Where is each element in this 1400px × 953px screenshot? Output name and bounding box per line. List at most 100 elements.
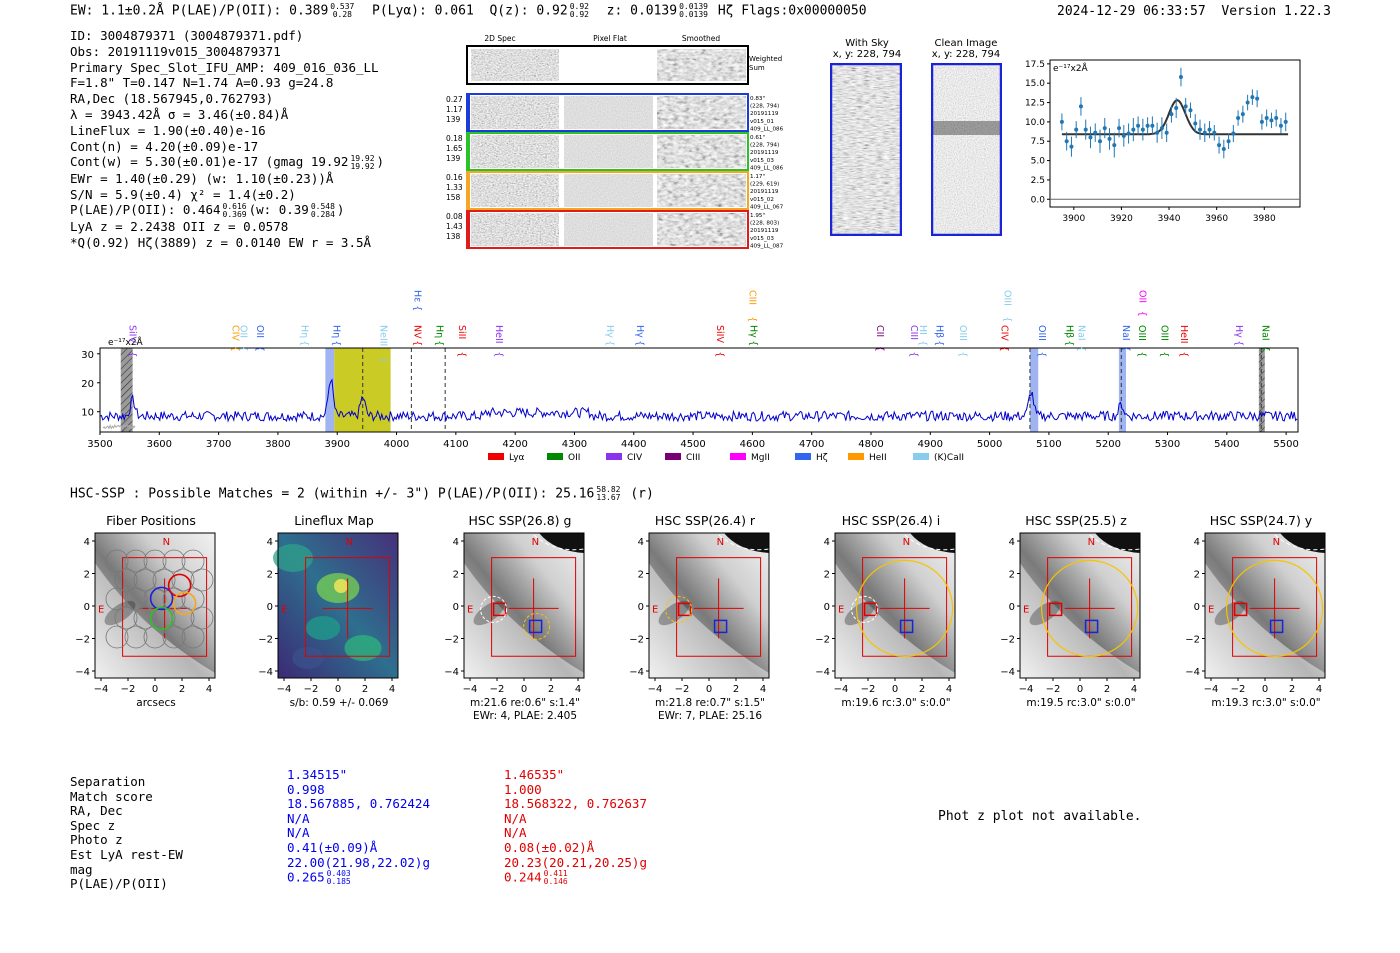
hsc-panel-5-photometry-aperture: [1040, 559, 1139, 658]
hsc-panel-0: N E 4 −4 2 −2 0 0 −2 2 −4 4: [75, 532, 216, 695]
hsc-panel-6-xtick-label-1: −2: [1231, 684, 1246, 695]
match-blue-values: 1.34515" 0.998 18.567885, 0.762424 N/A N/A 0.…: [287, 767, 430, 886]
spectrum-sky-trace: [102, 423, 136, 430]
hsc-panel-4-galaxy-shade: [835, 563, 955, 678]
spec2d-row-1-stat-2: 139: [446, 154, 461, 163]
hsc-panel-3-red-match: [677, 602, 692, 617]
spectrum-trace: [99, 378, 1298, 423]
hsc-panel-6-xtick-label-3: 2: [1289, 684, 1295, 695]
match-blue-1: 0.998: [287, 782, 430, 798]
spectrum-line-label-0: SiIV: [127, 325, 138, 343]
fiber-4-2: [143, 625, 167, 649]
spectrum-ytick-label-2: 30: [81, 350, 94, 361]
spectrum-line-brace-30: {: [1159, 351, 1170, 357]
summary-header: EW: 1.1±0.2Å P(LAE)/P(OII): 0.389 0.537 0.…: [70, 3, 867, 19]
hsc-panel-0-ytick-label-0: 4: [84, 537, 90, 548]
spectrum-ytick-label-1: 20: [81, 379, 94, 390]
fiber-highlight-2: [172, 591, 197, 616]
header-datetime: 2024-12-29 06:33:57: [1057, 4, 1206, 19]
hsc-panel-5-east: E: [1023, 604, 1029, 615]
info-q-line: *Q(0.92) Hζ(3889) z = 0.0140 EW r = 3.5Å: [70, 234, 372, 250]
fiber-highlight-1: [167, 573, 192, 598]
lineflux-blob-3: [344, 635, 382, 661]
hsc-panel-4-ytick-label-2: 0: [824, 602, 830, 613]
spec2d-row-0-meta-2: 20191119: [750, 111, 779, 117]
spectrum-xtick-label-18: 5300: [1155, 439, 1180, 450]
hsc-panel-4-xtick-label-2: 0: [892, 684, 898, 695]
spec2d-row-3-meta-2: 20191119: [750, 228, 779, 234]
hsc-panel-4-ytick-label-4: −4: [815, 667, 830, 678]
info-ewr: EWr = 1.40(±0.29) (w: 1.10(±0.23))Å: [70, 170, 334, 186]
lineflux-peak: [334, 579, 348, 593]
fiber-1-1: [133, 568, 157, 592]
hsc-panel-6-photometry-aperture: [1225, 559, 1324, 658]
hsc-panel-2-ytick-label-3: −2: [444, 635, 459, 646]
hsc-panel-5-galaxy-shade: [1020, 563, 1140, 678]
hsc-panel-2-ytick-label-4: −4: [444, 667, 459, 678]
info-sn: S/N = 5.9(±0.4) χ² = 1.4(±0.2): [70, 186, 296, 202]
match-red-3: N/A: [504, 811, 647, 827]
spec2d-row-2-tab: [467, 172, 470, 209]
match-blue-7: 0.265 0.403 0.185: [287, 870, 430, 886]
spec2d-row-0-stat-2: 139: [446, 115, 461, 124]
hsc-panel-5-xtick-label-3: 2: [1104, 684, 1110, 695]
fiber-1-0: [114, 568, 138, 592]
spectrum-line-brace-10: {: [456, 351, 467, 357]
spectrum-line-label-7: NeIII: [378, 325, 389, 346]
spec2d-row-1-meta-2: 20191119: [750, 150, 779, 156]
hsc-headline-band: (r): [630, 486, 654, 502]
spectrum-line-brace-5: {: [331, 340, 342, 346]
spectrum-line-label-28: NaI: [1120, 325, 1131, 341]
spectrum-ytick-label-0: 10: [81, 408, 94, 419]
hsc-panel-5-red-match: [1048, 602, 1063, 617]
hsc-panel-6-title: HSC SSP(24.7) y: [1209, 513, 1313, 528]
spectrum-line-label-11: HeII: [493, 325, 504, 344]
spectrum-legend-swatch-6: [848, 453, 864, 460]
spectrum-line-brace-3: {: [254, 346, 265, 352]
spectrum-legend-swatch-3: [665, 453, 681, 460]
header-q-sub: 0.92: [569, 10, 589, 19]
fit-xtick-label-0: 3900: [1062, 214, 1085, 224]
fit-point-11: [1112, 143, 1117, 148]
info-lineflux: LineFlux = 1.90(±0.40)e-16: [70, 122, 266, 138]
spectrum-line-label-16: Hγ: [748, 325, 759, 338]
hsc-panel-6-galaxy-core: [1214, 600, 1246, 626]
fit-point-12: [1117, 126, 1122, 131]
header-flags: Hζ Flags:0x00000050: [717, 3, 867, 19]
hsc-panel-4-north: N: [903, 537, 910, 548]
fiber-2-1: [124, 587, 148, 611]
fit-ytick-label-4: 10.0: [1025, 118, 1045, 128]
match-blue-plae-sub: 0.185: [326, 877, 351, 887]
fiber-4-0: [105, 625, 129, 649]
fit-point-25: [1178, 75, 1183, 80]
spectrum-line-brace-32: {: [1233, 340, 1244, 346]
spectrum-line-label-24: OIII: [1036, 325, 1047, 341]
photz-note: Phot z plot not available.: [938, 809, 1142, 824]
spectrum-line-brace-31: {: [1178, 351, 1189, 357]
spectrum-xtick-label-10: 4500: [680, 439, 705, 450]
fit-point-47: [1283, 119, 1288, 124]
fit-point-24: [1174, 105, 1179, 110]
hsc-panel-6-blue-match: [1269, 619, 1284, 634]
fiber-1-4: [190, 568, 214, 592]
spec2d-row-2-raw: [471, 174, 559, 207]
hsc-panel-4-red-match: [863, 602, 878, 617]
fit-point-19: [1150, 123, 1155, 128]
spectrum-legend-label-1: OII: [568, 453, 580, 463]
spectrum-xtick-label-2: 3700: [206, 439, 231, 450]
hsc-panel-2-xtick-label-2: 0: [521, 684, 527, 695]
hsc-panel-3-ytick-label-3: −2: [629, 635, 644, 646]
hsc-panel-5: N E 4 −4 2 −2 0 0 −2 2 −4 4: [1000, 532, 1141, 695]
hsc-headline-text: HSC-SSP : Possible Matches = 2 (within +…: [70, 486, 595, 502]
spec2d-row-1-raw: [471, 135, 559, 168]
hsc-panel-2-north: N: [532, 537, 539, 548]
spec2d-row-0-tab: [467, 94, 470, 131]
spec2d-row-1-flat: [564, 135, 653, 168]
spectrum-legend-swatch-4: [730, 453, 746, 460]
match-red-values: 1.46535" 1.000 18.568322, 0.762637 N/A N/A 0.…: [504, 767, 647, 886]
spec2d-row-2-stat-2: 158: [446, 193, 461, 202]
weighted-smoothed: [657, 49, 746, 81]
match-red-2: 18.568322, 0.762637: [504, 796, 647, 812]
hsc-panel-4-xtick-label-4: 4: [946, 684, 952, 695]
hsc-panel-1-ytick-label-1: 2: [267, 570, 273, 581]
